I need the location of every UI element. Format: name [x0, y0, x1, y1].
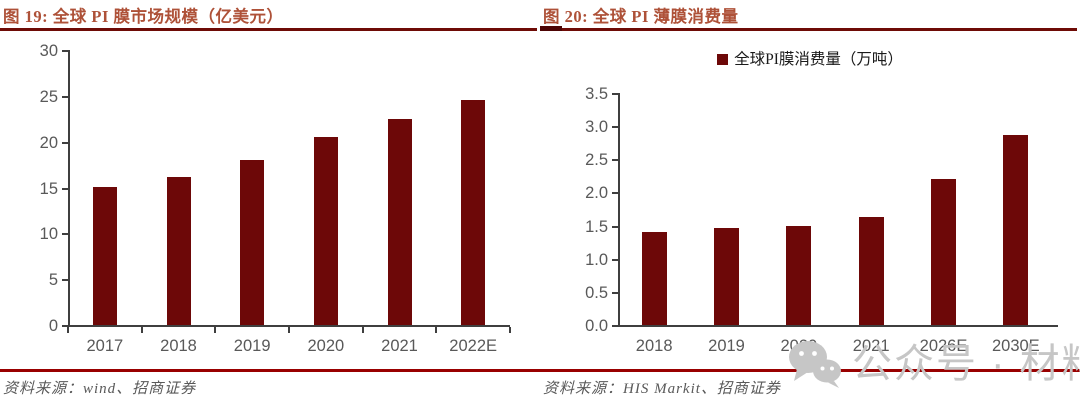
y-tick [612, 258, 618, 261]
y-tick [612, 192, 618, 195]
y-tick-label: 30 [39, 42, 58, 60]
bar-2026E [931, 179, 956, 325]
x-tick-label: 2019 [233, 337, 271, 355]
y-tick-label: 1.5 [585, 217, 608, 236]
source-rule [540, 369, 1080, 372]
x-tick-label: 2021 [852, 337, 890, 355]
x-tick [67, 327, 69, 333]
chart-legend: 全球PI膜消费量（万吨） [540, 47, 1080, 69]
y-tick-label: 15 [39, 179, 58, 198]
y-tick [612, 159, 618, 162]
x-tick-label: 2026E [919, 337, 968, 355]
x-tick-label: 2019 [708, 337, 745, 355]
title-rule [0, 28, 537, 31]
x-tick-label: 2021 [381, 337, 418, 355]
y-tick-label: 0.5 [585, 283, 608, 302]
y-tick-label: 2.5 [585, 151, 608, 170]
bar-2019 [240, 160, 265, 325]
x-tick-label: 2018 [635, 337, 673, 355]
source-rule [0, 369, 540, 372]
bar-2020 [313, 137, 338, 325]
x-tick [509, 327, 511, 333]
bar-2018 [166, 176, 191, 325]
figure-19-panel: 图 19: 全球 PI 膜市场规模（亿美元） 0 5 10 15 20 25 30 2017 2… [0, 7, 540, 397]
legend-swatch [717, 53, 729, 65]
y-tick-label: 25 [39, 87, 58, 106]
bar-2021 [387, 118, 412, 325]
y-axis [68, 50, 70, 327]
y-tick [612, 325, 618, 327]
bar-2017 [92, 186, 117, 325]
y-tick [62, 279, 68, 282]
x-tick [435, 327, 438, 333]
y-tick [62, 50, 68, 52]
bar-2030E [1003, 134, 1029, 325]
bar-2020 [786, 225, 812, 325]
x-tick-label: 2022E [449, 337, 498, 355]
bar-chart-market-size: 0 5 10 15 20 25 30 2017 2018 2019 2020 2021 2022E [39, 42, 511, 355]
chart-title: 图 19: 全球 PI 膜市场规模（亿美元） [3, 7, 284, 26]
x-tick-label: 2018 [160, 337, 197, 355]
bar-2019 [714, 228, 739, 325]
y-tick-label: 20 [39, 133, 58, 152]
x-tick-label: 2030E [991, 337, 1040, 355]
title-rule [540, 26, 1077, 31]
y-tick [62, 141, 68, 144]
y-tick [612, 225, 618, 228]
y-tick-label: 0 [48, 317, 58, 335]
y-tick-label: 5 [48, 271, 58, 290]
y-axis [618, 93, 620, 327]
bar-chart-consumption: 0.0 0.5 1.0 1.5 2.0 2.5 3.0 3.5 2018 2019 2020 2021… [540, 0, 1080, 408]
source-note: 资料来源：HIS Markit、招商证券 [543, 381, 781, 397]
y-tick [612, 291, 618, 294]
source-note: 资料来源：wind、招商证券 [3, 381, 197, 397]
y-tick-label: 2.0 [585, 184, 608, 203]
y-tick [62, 233, 68, 236]
x-tick-label: 2017 [86, 337, 124, 355]
figure-20-panel: 图 20: 全球 PI 薄膜消费量 全球PI膜消费量（万吨） 0.0 0.5 1.0… [540, 0, 1080, 408]
y-tick [62, 95, 68, 98]
x-tick-label: 2020 [780, 337, 818, 355]
bar-2018 [641, 232, 667, 325]
x-tick [288, 327, 290, 333]
y-tick-label: 3.0 [585, 118, 608, 137]
x-tick [214, 327, 217, 333]
y-tick [612, 126, 618, 129]
legend-label: 全球PI膜消费量（万吨） [734, 51, 903, 68]
y-tick [612, 93, 618, 95]
x-tick [140, 327, 143, 333]
y-tick [62, 187, 68, 190]
y-tick-label: 1.0 [585, 250, 608, 269]
x-tick [361, 327, 364, 333]
chart-title: 图 20: 全球 PI 薄膜消费量 [543, 7, 739, 26]
bar-2021 [858, 216, 884, 325]
y-tick-label: 3.5 [585, 85, 608, 103]
y-tick [62, 325, 68, 327]
bar-2022E [461, 100, 486, 325]
x-axis [68, 325, 510, 327]
y-tick-label: 10 [39, 225, 58, 244]
x-tick-label: 2020 [307, 337, 345, 355]
x-axis [618, 325, 1058, 327]
y-tick-label: 0.0 [585, 317, 608, 335]
